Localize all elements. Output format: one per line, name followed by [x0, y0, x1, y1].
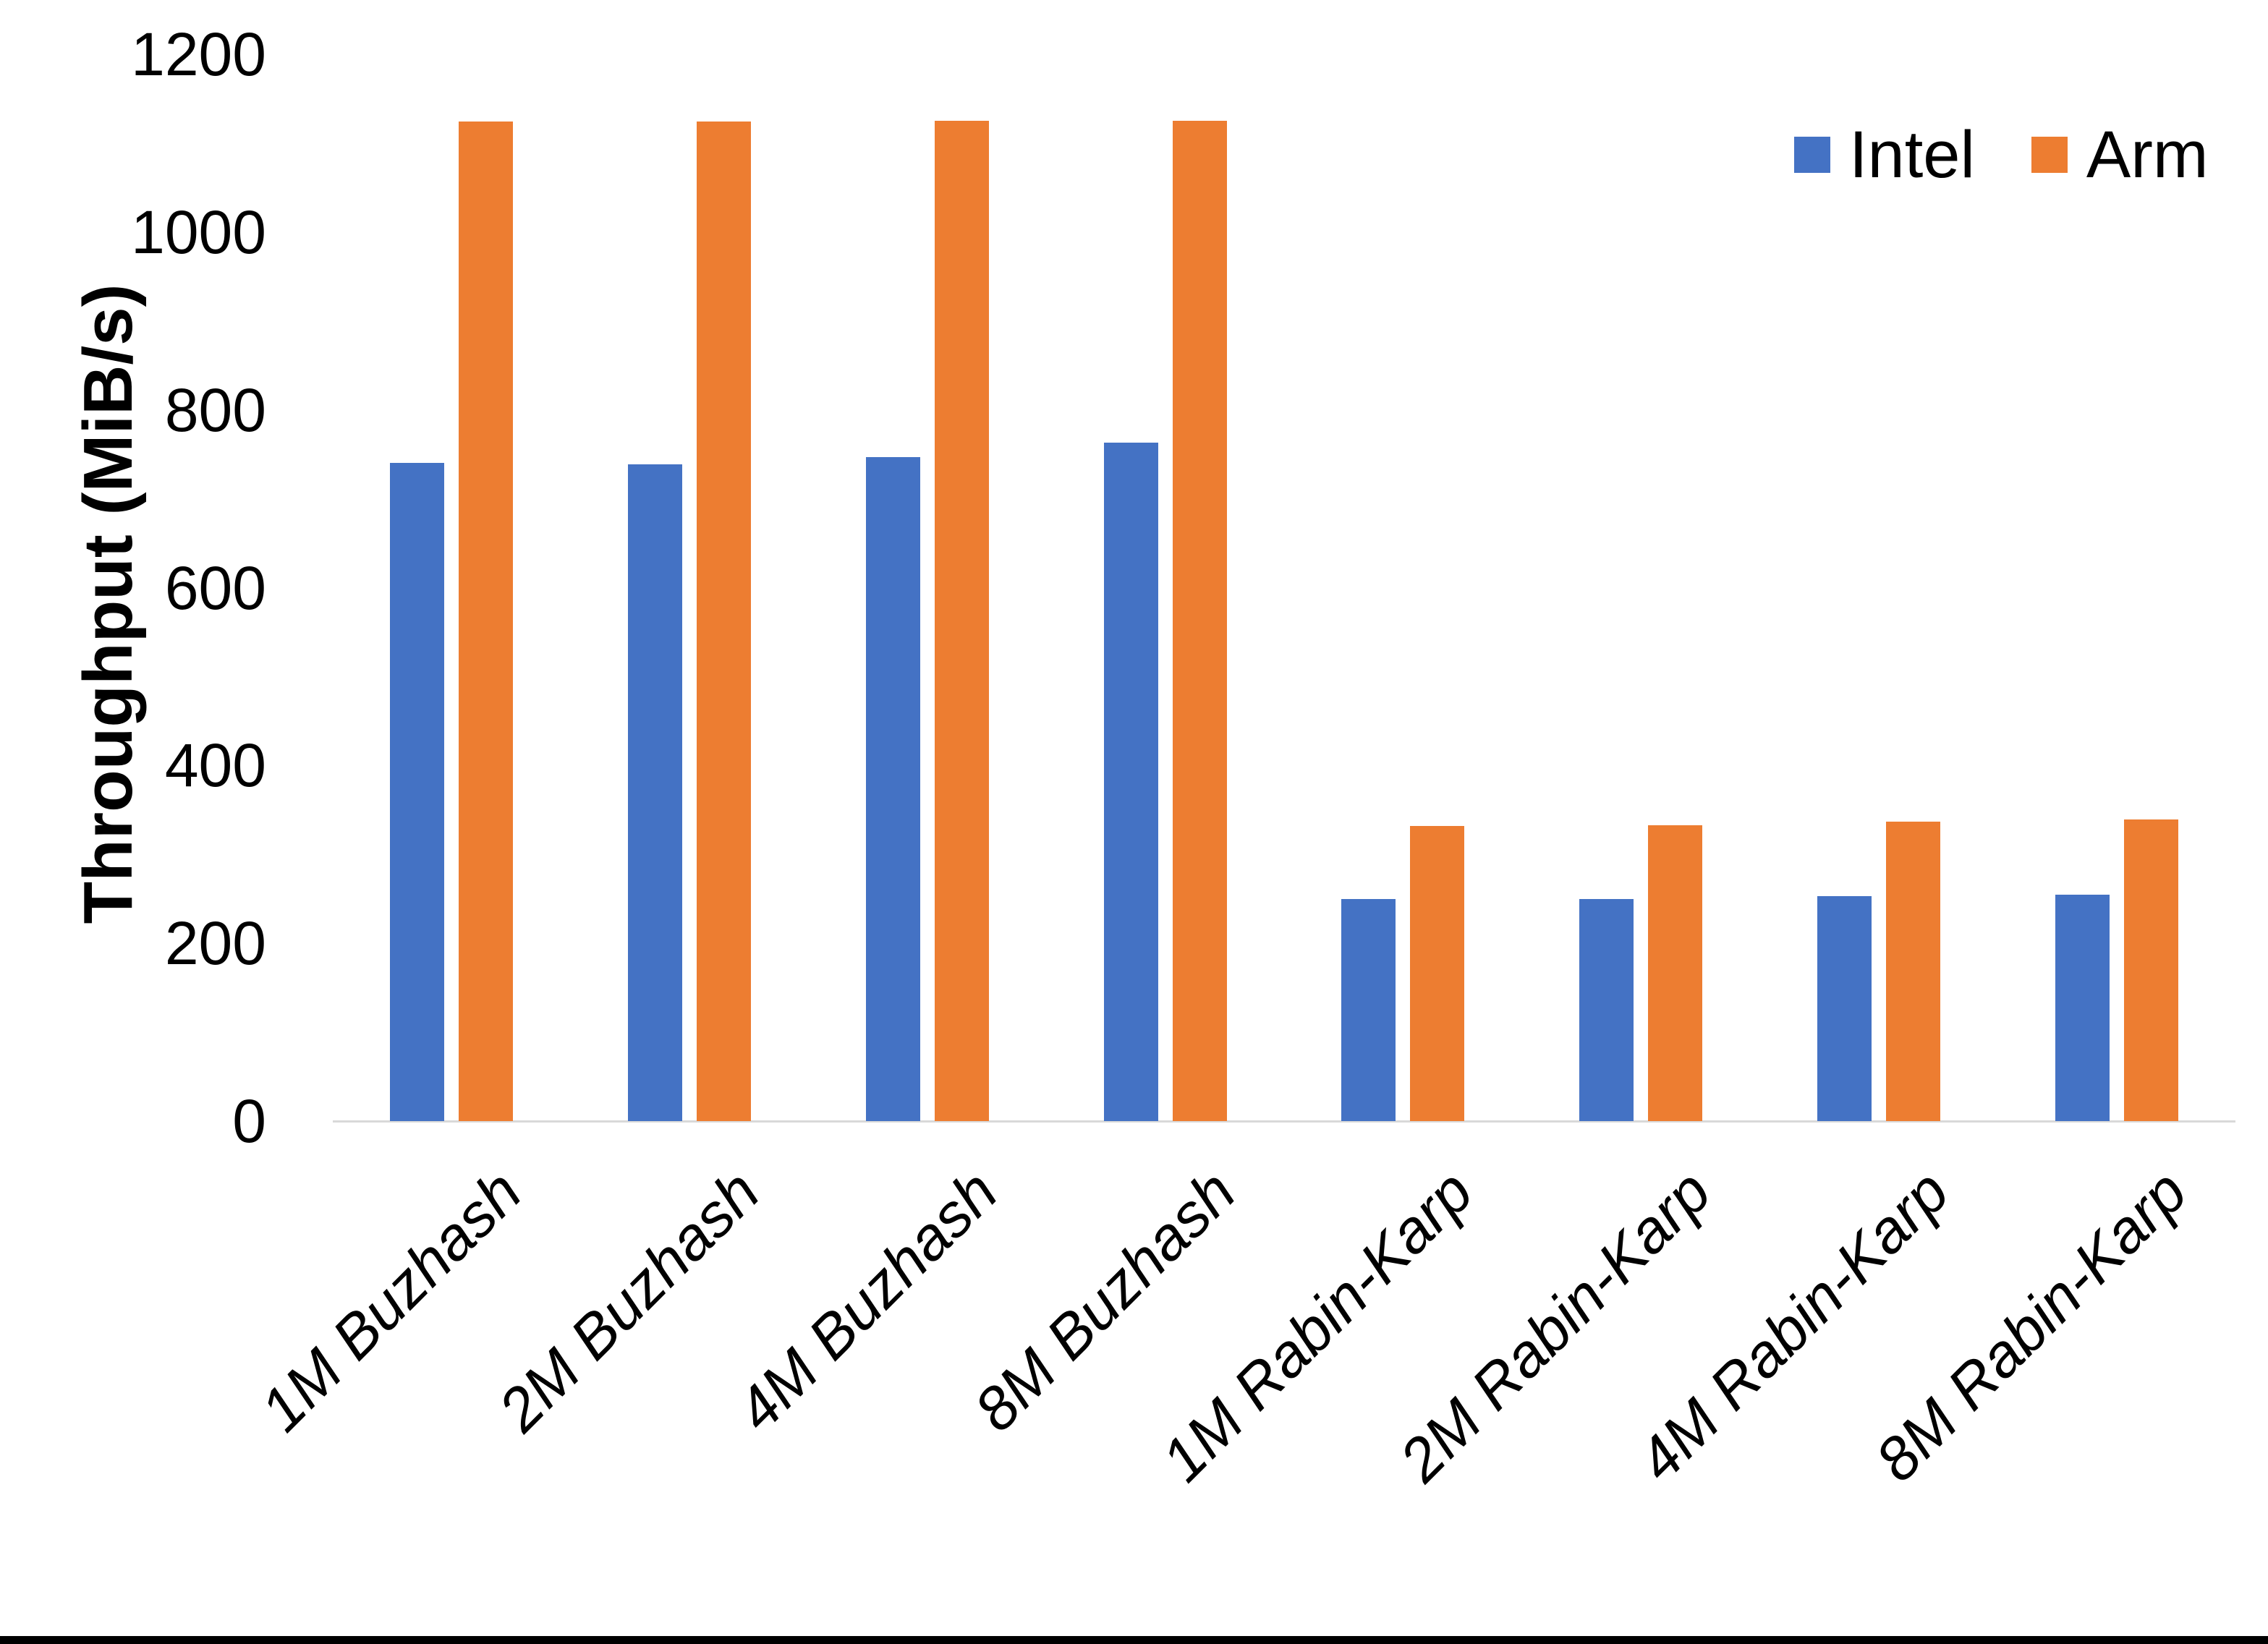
- legend-label-intel: Intel: [1849, 118, 1975, 192]
- bar-arm-4m-rabin-karp: [1885, 821, 1940, 1121]
- bar-arm-2m-rabin-karp: [1648, 825, 1703, 1121]
- x-category-label-2m-buzhash: 2M Buzhash: [485, 1157, 773, 1444]
- y-tick-label-1200: 1200: [131, 20, 266, 88]
- bar-intel-4m-rabin-karp: [1817, 896, 1872, 1121]
- bar-arm-8m-rabin-karp: [2123, 819, 2178, 1121]
- bar-intel-1m-buzhash: [390, 463, 445, 1121]
- bar-arm-1m-rabin-karp: [1410, 825, 1465, 1121]
- bar-arm-2m-buzhash: [697, 122, 752, 1121]
- legend-item-arm: Arm: [2031, 122, 2209, 188]
- bottom-border-bar: [0, 1636, 2268, 1644]
- legend-item-intel: Intel: [1794, 122, 1975, 188]
- x-category-label-4m-rabin-karp: 4M Rabin-Karp: [1624, 1157, 1962, 1494]
- intel-color-swatch-icon: [1794, 137, 1830, 173]
- bar-arm-1m-buzhash: [459, 122, 514, 1121]
- bar-arm-4m-buzhash: [934, 121, 989, 1121]
- legend: Intel Arm: [1794, 122, 2209, 188]
- x-category-label-8m-rabin-karp: 8M Rabin-Karp: [1862, 1157, 2199, 1494]
- y-tick-label-200: 200: [164, 909, 266, 978]
- x-category-label-1m-buzhash: 1M Buzhash: [247, 1157, 535, 1444]
- bar-arm-8m-buzhash: [1172, 121, 1227, 1121]
- y-tick-label-400: 400: [164, 731, 266, 800]
- bar-intel-2m-rabin-karp: [1579, 898, 1634, 1121]
- y-tick-label-600: 600: [164, 553, 266, 622]
- arm-color-swatch-icon: [2031, 137, 2068, 173]
- y-tick-label-800: 800: [164, 375, 266, 444]
- y-tick-label-0: 0: [232, 1087, 266, 1155]
- x-category-label-8m-buzhash: 8M Buzhash: [961, 1157, 1248, 1444]
- bar-intel-8m-buzhash: [1103, 443, 1158, 1121]
- x-category-label-1m-rabin-karp: 1M Rabin-Karp: [1148, 1157, 1486, 1494]
- y-tick-label-1000: 1000: [131, 197, 266, 266]
- bar-intel-1m-rabin-karp: [1341, 898, 1396, 1121]
- bar-intel-2m-buzhash: [628, 464, 683, 1121]
- x-axis-line: [333, 1120, 2235, 1123]
- x-category-label-2m-rabin-karp: 2M Rabin-Karp: [1386, 1157, 1724, 1494]
- bar-intel-4m-buzhash: [865, 456, 920, 1121]
- x-category-label-4m-buzhash: 4M Buzhash: [723, 1157, 1011, 1444]
- legend-label-arm: Arm: [2086, 118, 2209, 192]
- bar-intel-8m-rabin-karp: [2055, 894, 2110, 1121]
